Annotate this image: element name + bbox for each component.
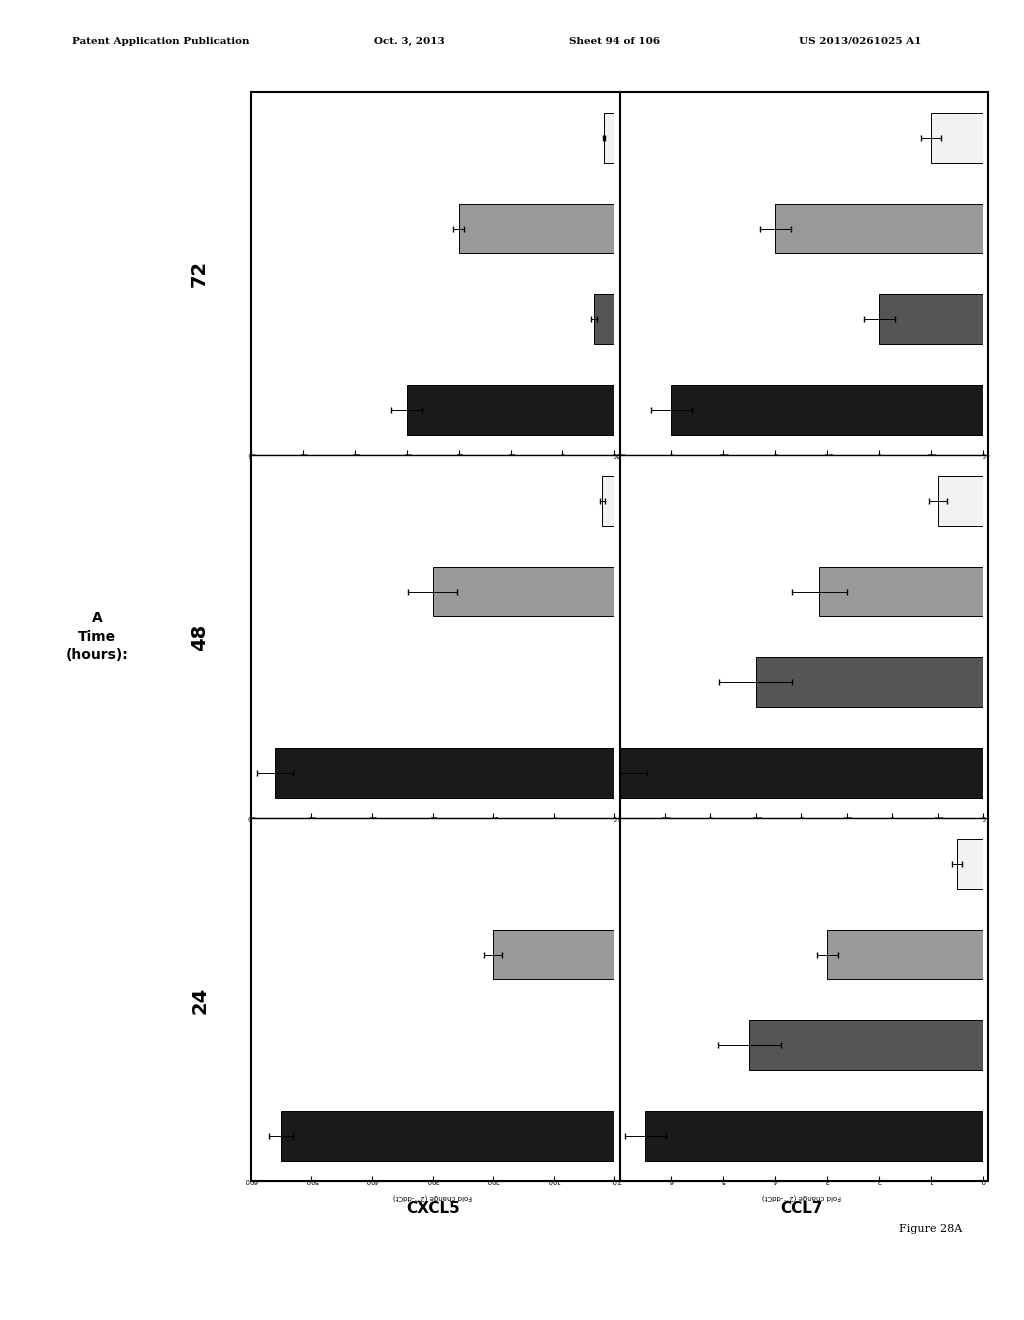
- X-axis label: Fold change (2^-ddCt): Fold change (2^-ddCt): [762, 1193, 841, 1200]
- Bar: [282, 1111, 614, 1162]
- Text: 72: 72: [190, 260, 209, 288]
- Bar: [604, 112, 614, 162]
- Bar: [819, 566, 983, 616]
- Text: CCL7: CCL7: [780, 1201, 822, 1216]
- Bar: [459, 203, 614, 253]
- Text: CXCL5: CXCL5: [406, 1201, 460, 1216]
- Bar: [775, 203, 983, 253]
- Bar: [938, 475, 983, 525]
- Text: Sheet 94 of 106: Sheet 94 of 106: [569, 37, 659, 46]
- Bar: [880, 294, 983, 345]
- X-axis label: Fold change (2^-ddCt): Fold change (2^-ddCt): [762, 467, 841, 474]
- X-axis label: Fold change (2^-ddCt): Fold change (2^-ddCt): [762, 830, 841, 837]
- Bar: [750, 1020, 983, 1071]
- Text: A
Time
(hours):: A Time (hours):: [66, 611, 129, 663]
- Text: US 2013/0261025 A1: US 2013/0261025 A1: [799, 37, 922, 46]
- Bar: [594, 294, 614, 345]
- X-axis label: Fold change (2^-ddCt): Fold change (2^-ddCt): [393, 467, 472, 474]
- Text: Patent Application Publication: Patent Application Publication: [72, 37, 249, 46]
- Text: Oct. 3, 2013: Oct. 3, 2013: [375, 37, 444, 46]
- Bar: [407, 385, 614, 436]
- X-axis label: Fold change (2^-ddCt): Fold change (2^-ddCt): [393, 830, 472, 837]
- Bar: [756, 657, 983, 708]
- X-axis label: Fold change (2^-ddCt): Fold change (2^-ddCt): [393, 1193, 472, 1200]
- Bar: [827, 929, 983, 979]
- Bar: [931, 112, 983, 162]
- Bar: [602, 475, 614, 525]
- Bar: [957, 838, 983, 888]
- Bar: [275, 748, 614, 799]
- Bar: [494, 929, 614, 979]
- Bar: [620, 748, 983, 799]
- Text: Figure 28A: Figure 28A: [899, 1224, 963, 1234]
- Bar: [672, 385, 983, 436]
- Bar: [432, 566, 614, 616]
- Text: 24: 24: [190, 986, 209, 1014]
- Text: 48: 48: [190, 623, 209, 651]
- Bar: [645, 1111, 983, 1162]
